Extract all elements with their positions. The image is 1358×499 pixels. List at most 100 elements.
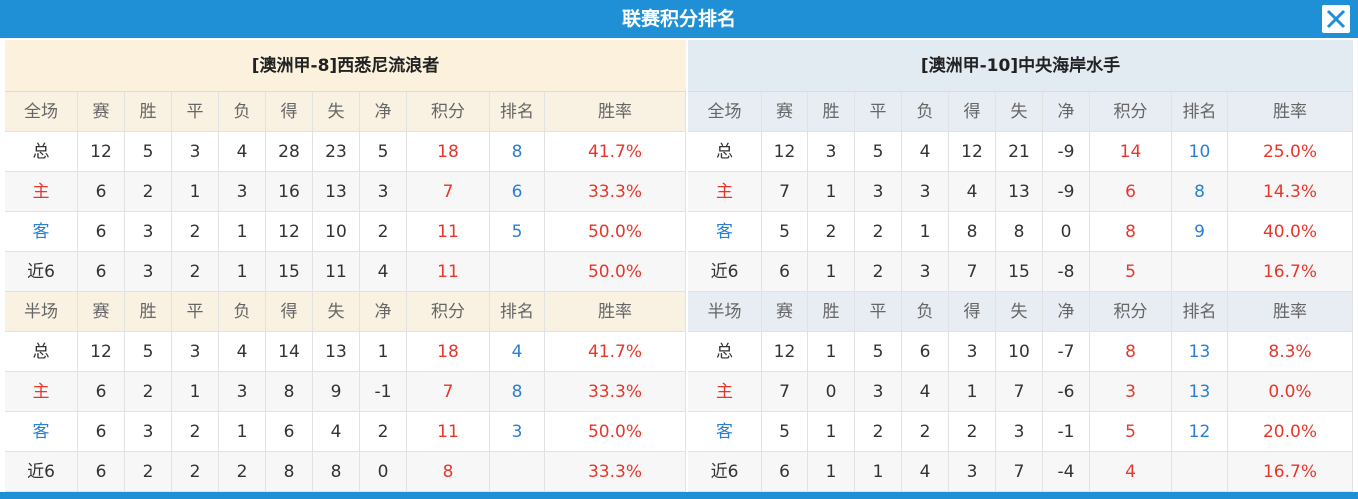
stat-cell: 9 [1172,212,1228,252]
stat-cell: 21 [996,132,1043,172]
stat-cell: 2 [125,372,172,412]
stat-cell: 33.3% [545,372,686,412]
column-header: 胜 [125,292,172,332]
stat-cell: 4 [902,452,949,492]
stat-cell: 3 [219,372,266,412]
stat-cell: 5 [855,132,902,172]
stat-cell: 1 [855,452,902,492]
stat-cell: 2 [219,452,266,492]
stat-cell [490,452,545,492]
stat-cell: 4 [219,132,266,172]
stat-cell: 8 [1172,172,1228,212]
row-label: 近6 [688,252,762,292]
stat-cell: 3 [125,212,172,252]
column-header: 半场 [5,292,78,332]
stat-cell: 2 [172,412,219,452]
column-header: 排名 [1172,292,1228,332]
stat-cell: 1 [219,212,266,252]
stat-cell: 3 [1090,372,1172,412]
column-header: 失 [996,92,1043,132]
stat-cell: 50.0% [545,252,686,292]
column-header: 胜率 [545,92,686,132]
stat-cell: 2 [808,212,855,252]
stat-cell: 1 [172,172,219,212]
stat-cell: 41.7% [545,132,686,172]
stat-cell: 20.0% [1228,412,1353,452]
stat-cell: 8 [949,212,996,252]
stat-cell: 3 [949,452,996,492]
stat-cell: 10 [996,332,1043,372]
stat-cell: 5 [1090,412,1172,452]
stat-cell: 6 [490,172,545,212]
stat-cell: 41.7% [545,332,686,372]
column-header: 全场 [5,92,78,132]
stat-cell: 13 [996,172,1043,212]
stat-cell: 8 [313,452,360,492]
stat-cell: 33.3% [545,452,686,492]
row-label: 主 [5,372,78,412]
stat-cell: 4 [949,172,996,212]
stat-cell: 1 [172,372,219,412]
row-label: 近6 [5,252,78,292]
stat-cell: 3 [808,132,855,172]
column-header: 失 [996,292,1043,332]
stat-cell: 16.7% [1228,252,1353,292]
stat-cell: 4 [1090,452,1172,492]
stat-cell: 8 [266,372,313,412]
row-label: 客 [688,212,762,252]
column-header: 赛 [78,292,125,332]
stat-cell: 12 [1172,412,1228,452]
stat-cell: 25.0% [1228,132,1353,172]
column-header: 排名 [490,92,545,132]
column-header: 胜 [808,292,855,332]
stat-cell: 0.0% [1228,372,1353,412]
stat-cell: 3 [490,412,545,452]
stat-cell: 3 [125,252,172,292]
stat-cell: 28 [266,132,313,172]
stat-cell: 12 [78,332,125,372]
stat-cell: 9 [313,372,360,412]
column-header: 半场 [688,292,762,332]
stat-cell: 3 [360,172,407,212]
stat-cell: 11 [407,252,490,292]
stat-cell: 2 [125,452,172,492]
stat-cell: 4 [219,332,266,372]
close-button[interactable] [1322,5,1350,33]
column-header: 胜 [125,92,172,132]
stat-cell: 2 [360,212,407,252]
stat-cell: 18 [407,132,490,172]
stat-cell: 3 [172,132,219,172]
column-header: 积分 [407,292,490,332]
stat-cell: 6 [78,412,125,452]
stat-cell: 3 [902,252,949,292]
column-header: 负 [902,292,949,332]
stat-cell: 0 [360,452,407,492]
row-label: 客 [688,412,762,452]
column-header: 净 [1043,92,1090,132]
row-label: 总 [5,332,78,372]
stat-cell: 5 [855,332,902,372]
team-header: [澳洲甲-10]中央海岸水手 [688,40,1353,92]
title-bar: 联赛积分排名 [0,0,1358,38]
stat-cell: 5 [125,332,172,372]
column-header: 全场 [688,92,762,132]
column-header: 净 [360,292,407,332]
stat-cell: 2 [172,452,219,492]
column-header: 胜率 [545,292,686,332]
column-header: 排名 [490,292,545,332]
stat-cell: -7 [1043,332,1090,372]
stat-cell: 5 [1090,252,1172,292]
stat-cell: -6 [1043,372,1090,412]
stat-cell: -1 [1043,412,1090,452]
stat-cell: 8 [490,372,545,412]
stat-cell: 6 [762,252,808,292]
stat-cell: 4 [490,332,545,372]
column-header: 负 [902,92,949,132]
row-label: 客 [5,412,78,452]
row-label: 总 [688,132,762,172]
stat-cell: 3 [855,172,902,212]
stat-cell: 14 [1090,132,1172,172]
stat-cell: 0 [1043,212,1090,252]
column-header: 排名 [1172,92,1228,132]
stat-cell [1172,452,1228,492]
